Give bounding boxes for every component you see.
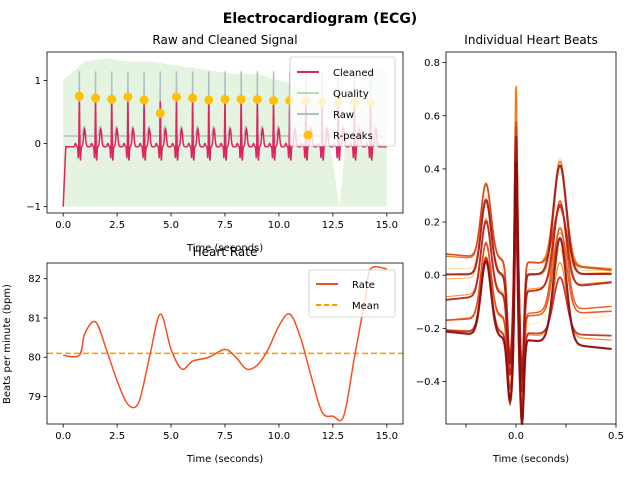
heart-rate-panel: Heart Rate 0.0 2.5 5.0 7.5 10.0 12.5 15.0 79 80 8… [2, 245, 404, 465]
heart-rate-xtick-label: 12.5 [322, 431, 344, 442]
heart-beat-line [445, 132, 612, 424]
heart-beats-xtick-label: 0.5 [608, 431, 624, 442]
legend-rpeaks-swatch [303, 130, 313, 140]
heart-beats-ytick-label: 0.0 [424, 271, 440, 282]
heart-beats-plot-area [445, 85, 612, 425]
legend-rate-label: Rate [352, 280, 375, 291]
heart-beats-x-axis-label: Time (seconds) [492, 454, 569, 465]
r-peak-marker [123, 92, 133, 102]
heart-beats-panel-title: Individual Heart Beats [464, 33, 597, 47]
heart-beat-line [445, 140, 612, 409]
r-peak-marker [204, 95, 214, 105]
heart-rate-y-axis-label: Beats per minute (bpm) [2, 284, 13, 404]
signal-xtick-label: 15.0 [376, 220, 398, 231]
heart-beats-ytick-label: 0.6 [424, 111, 440, 122]
signal-legend-box [289, 56, 396, 147]
r-peak-marker [139, 95, 149, 105]
heart-rate-legend-box [308, 269, 396, 318]
heart-rate-ytick-label: 82 [28, 274, 41, 285]
r-peak-marker [236, 94, 246, 104]
heart-rate-panel-title: Heart Rate [193, 245, 258, 259]
heart-rate-xtick-label: 0.0 [55, 431, 71, 442]
heart-beat-line [445, 185, 612, 393]
heart-beat-line [445, 183, 612, 391]
heart-rate-xtick-label: 2.5 [109, 431, 125, 442]
signal-xtick-label: 0.0 [55, 220, 71, 231]
heart-beat-line [445, 125, 612, 373]
heart-beat-line [445, 94, 612, 378]
heart-rate-xtick-label: 7.5 [217, 431, 233, 442]
signal-panel-title: Raw and Cleaned Signal [152, 33, 297, 47]
r-peak-marker [155, 108, 165, 118]
r-peak-marker [107, 94, 117, 104]
heart-beats-xtick-label: 0.0 [508, 431, 524, 442]
figure-title: Electrocardiogram (ECG) [223, 11, 417, 27]
heart-rate-line [63, 265, 387, 422]
r-peak-marker [188, 93, 198, 103]
signal-xtick-label: 10.0 [268, 220, 290, 231]
heart-beat-line [445, 170, 612, 382]
heart-beats-axes-frame [445, 51, 617, 425]
heart-rate-x-axis-label: Time (seconds) [186, 454, 263, 465]
signal-ticks: 0.0 2.5 5.0 7.5 10.0 12.5 15.0 −1 0 1 [26, 76, 398, 231]
legend-raw-label: Raw [333, 110, 354, 121]
signal-xtick-label: 7.5 [217, 220, 233, 231]
heart-rate-ticks: 0.0 2.5 5.0 7.5 10.0 12.5 15.0 79 80 81 82 [28, 274, 398, 442]
signal-legend: Cleaned Quality Raw R-peaks [289, 56, 396, 147]
signal-panel: Raw and Cleaned Signal 0.0 2.5 5.0 7.5 10.0 1… [26, 33, 404, 254]
legend-mean-label: Mean [352, 301, 379, 312]
heart-beat-line [445, 160, 612, 425]
heart-beats-ytick-label: 0.4 [424, 164, 440, 175]
heart-rate-plot-area [47, 265, 403, 422]
r-peak-marker [91, 93, 101, 103]
heart-rate-xtick-label: 5.0 [163, 431, 179, 442]
heart-beat-line [445, 225, 612, 421]
heart-rate-legend: Rate Mean [308, 269, 396, 318]
heart-beats-ytick-label: 0.2 [424, 218, 440, 229]
r-peak-marker [74, 91, 84, 101]
legend-rpeaks-label: R-peaks [333, 131, 373, 142]
heart-beats-ytick-label: −0.2 [416, 324, 440, 335]
heart-rate-ytick-label: 81 [28, 313, 41, 324]
signal-ytick-label: −1 [26, 202, 41, 213]
signal-xtick-label: 12.5 [322, 220, 344, 231]
heart-rate-xtick-label: 10.0 [268, 431, 290, 442]
heart-rate-ytick-label: 80 [28, 353, 41, 364]
r-peak-marker [252, 94, 262, 104]
signal-xtick-label: 5.0 [163, 220, 179, 231]
r-peak-marker [220, 94, 230, 104]
r-peak-marker [269, 96, 279, 106]
signal-x-axis-label: Time (seconds) [186, 243, 263, 254]
legend-quality-label: Quality [333, 89, 369, 100]
heart-rate-xtick-label: 15.0 [376, 431, 398, 442]
heart-beats-ytick-label: 0.8 [424, 58, 440, 69]
legend-cleaned-label: Cleaned [333, 68, 374, 79]
heart-beats-ticks: 0.0 0.5 −0.4 −0.2 0.0 0.2 0.4 0.6 0.8 [416, 58, 624, 442]
signal-ytick-label: 1 [35, 76, 41, 87]
heart-rate-ytick-label: 79 [28, 392, 41, 403]
heart-beat-line [445, 120, 612, 408]
signal-ytick-label: 0 [35, 139, 41, 150]
r-peak-marker [171, 92, 181, 102]
signal-xtick-label: 2.5 [109, 220, 125, 231]
heart-beats-panel: Individual Heart Beats 0.0 0.5−0.4−0.20.0… [416, 33, 624, 465]
heart-beats-ytick-label: −0.4 [416, 377, 440, 388]
heart-beat-line [446, 135, 612, 381]
